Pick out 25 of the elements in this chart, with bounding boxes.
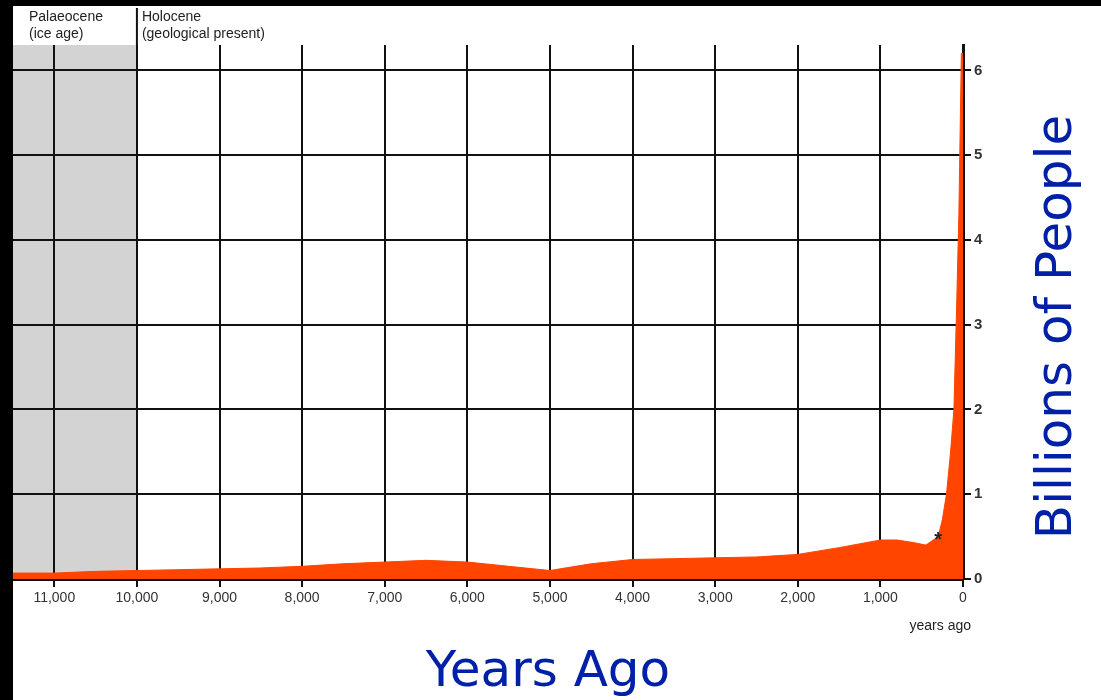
y-tick-label: 4 — [974, 230, 983, 248]
y-axis-title: Billions of People — [1024, 114, 1083, 540]
x-tick-label: 9,000 — [202, 589, 238, 606]
x-tick-label: 1,000 — [862, 589, 899, 606]
text: years ago — [909, 616, 972, 633]
x-tick-label: 8,000 — [284, 589, 320, 606]
y-tick-label: 5 — [974, 145, 983, 163]
y-tick-label: 6 — [974, 60, 983, 78]
text: Holocene (geological present) — [141, 7, 265, 41]
x-tick-label: 11,000 — [33, 589, 76, 606]
y-tick-label: 1 — [974, 484, 983, 502]
x-tick-label: 4,000 — [615, 589, 651, 606]
x-axis-title: Years Ago — [424, 639, 671, 698]
x-tick-label: 5,000 — [532, 589, 568, 606]
x-tick-label: 10,000 — [115, 589, 159, 606]
x-tick-label: 6,000 — [449, 589, 486, 606]
x-tick-label: 0 — [959, 589, 968, 606]
band-label: Palaeocene (ice age) — [29, 7, 104, 41]
y-tick-label: 0 — [974, 569, 983, 587]
annotation: * — [934, 528, 943, 551]
x-tick-label: 3,000 — [697, 589, 733, 606]
x-tick-label: 7,000 — [367, 589, 403, 606]
y-tick-label: 3 — [974, 314, 983, 332]
x-tick-label: 2,000 — [780, 589, 816, 606]
y-tick-label: 2 — [974, 399, 983, 417]
